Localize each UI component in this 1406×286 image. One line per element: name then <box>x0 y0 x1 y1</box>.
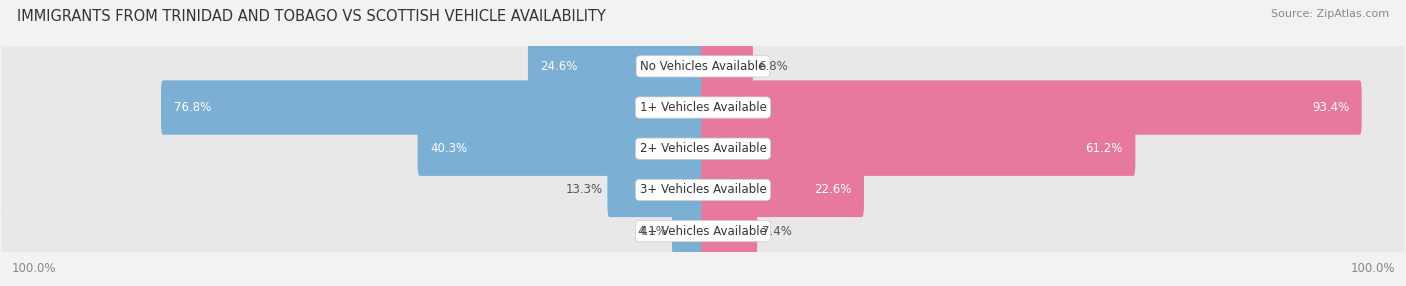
FancyBboxPatch shape <box>529 39 706 94</box>
FancyBboxPatch shape <box>1 39 1405 94</box>
Text: 3+ Vehicles Available: 3+ Vehicles Available <box>640 183 766 196</box>
Text: 93.4%: 93.4% <box>1312 101 1350 114</box>
FancyBboxPatch shape <box>1 80 1405 135</box>
FancyBboxPatch shape <box>702 39 754 94</box>
Text: 76.8%: 76.8% <box>174 101 211 114</box>
FancyBboxPatch shape <box>702 163 863 217</box>
Text: No Vehicles Available: No Vehicles Available <box>640 60 766 73</box>
Text: 61.2%: 61.2% <box>1085 142 1123 155</box>
Text: IMMIGRANTS FROM TRINIDAD AND TOBAGO VS SCOTTISH VEHICLE AVAILABILITY: IMMIGRANTS FROM TRINIDAD AND TOBAGO VS S… <box>17 9 606 23</box>
FancyBboxPatch shape <box>607 163 706 217</box>
Text: Source: ZipAtlas.com: Source: ZipAtlas.com <box>1271 9 1389 19</box>
FancyBboxPatch shape <box>162 80 706 135</box>
Text: 22.6%: 22.6% <box>814 183 852 196</box>
FancyBboxPatch shape <box>1 122 1405 176</box>
FancyBboxPatch shape <box>702 122 1136 176</box>
FancyBboxPatch shape <box>1 163 1405 217</box>
FancyBboxPatch shape <box>702 204 758 258</box>
Text: 2+ Vehicles Available: 2+ Vehicles Available <box>640 142 766 155</box>
Text: 40.3%: 40.3% <box>430 142 467 155</box>
Text: 100.0%: 100.0% <box>1350 262 1395 275</box>
Text: 7.4%: 7.4% <box>762 225 792 238</box>
Text: 13.3%: 13.3% <box>565 183 603 196</box>
Text: 24.6%: 24.6% <box>541 60 578 73</box>
Text: 4.1%: 4.1% <box>637 225 668 238</box>
Text: 6.8%: 6.8% <box>758 60 787 73</box>
FancyBboxPatch shape <box>418 122 706 176</box>
FancyBboxPatch shape <box>1 204 1405 258</box>
FancyBboxPatch shape <box>702 80 1361 135</box>
FancyBboxPatch shape <box>672 204 706 258</box>
Text: 4+ Vehicles Available: 4+ Vehicles Available <box>640 225 766 238</box>
Text: 1+ Vehicles Available: 1+ Vehicles Available <box>640 101 766 114</box>
Text: 100.0%: 100.0% <box>11 262 56 275</box>
